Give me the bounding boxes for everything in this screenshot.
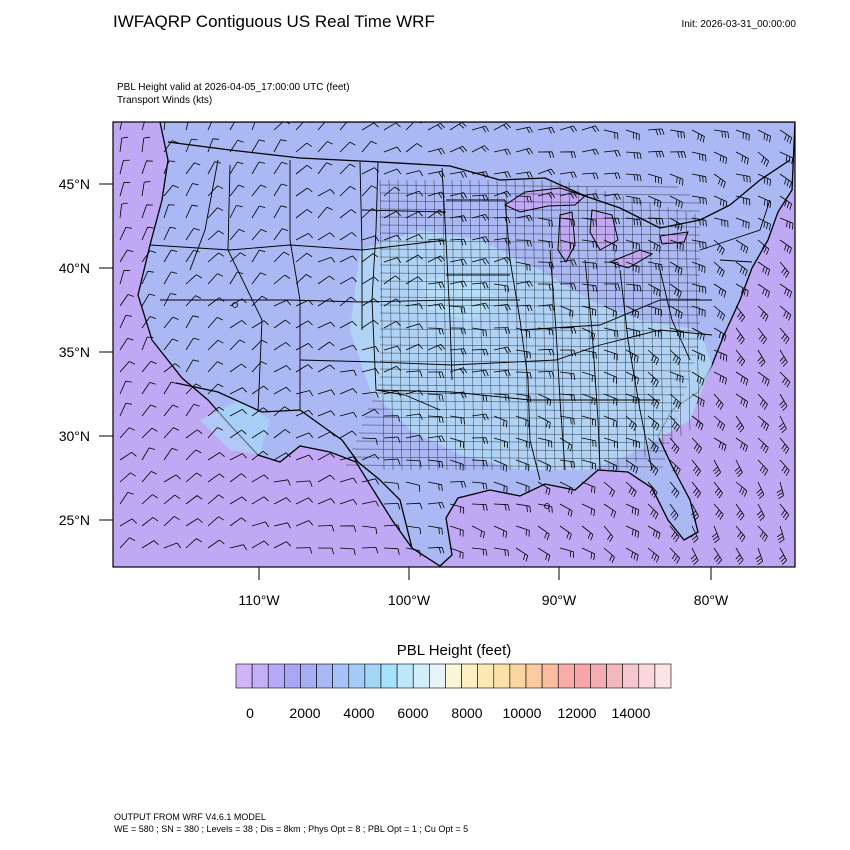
colorbar-tick-label: 12000 — [557, 705, 597, 721]
state-boundaries — [149, 159, 771, 481]
lon-label-90: 90°W — [542, 592, 577, 608]
colorbar-swatch — [396, 663, 414, 689]
colorbar-swatch — [412, 663, 430, 689]
lon-label-110: 110°W — [238, 592, 280, 608]
lat-label-25: 25°N — [59, 512, 90, 528]
colorbar-swatch — [557, 663, 575, 689]
colorbar-swatch — [574, 663, 591, 689]
colorbar-swatch — [606, 663, 623, 689]
calm-wind-marker — [544, 503, 550, 509]
page-title: IWFAQRP Contiguous US Real Time WRF — [113, 12, 435, 31]
longitude-axis: 110°W 100°W 90°W 80°W — [238, 567, 729, 608]
colorbar-swatch — [477, 663, 495, 689]
colorbar-swatch — [525, 663, 543, 689]
calm-wind-marker — [232, 302, 238, 308]
colorbar-title: PBL Height (feet) — [396, 642, 512, 659]
colorbar-swatch — [364, 663, 382, 689]
lake-michigan — [557, 211, 576, 263]
colorbar-swatch — [654, 663, 672, 689]
lake-erie — [608, 249, 654, 269]
colorbar-swatch — [284, 663, 301, 689]
field-label: PBL Height valid at 2026-04-05_17:00:00 … — [117, 82, 350, 93]
wind-barbs — [119, 122, 794, 566]
canada-border — [167, 141, 791, 229]
central-cyan-pocket — [200, 400, 270, 455]
colorbar-swatch — [251, 663, 269, 689]
mexico-border — [175, 382, 413, 549]
colorbar-tick-label: 6000 — [397, 705, 429, 721]
colorbar-swatch — [348, 663, 366, 689]
footer-config-line: WE = 580 ; SN = 380 ; Levels = 38 ; Dis … — [114, 824, 469, 834]
colorbar-tick-label: 2000 — [289, 705, 321, 721]
map-plot-area — [113, 122, 795, 567]
colorbar-swatch — [235, 663, 253, 689]
colorbar-swatch — [541, 663, 559, 689]
colorbar-tick-label: 10000 — [502, 705, 542, 721]
colorbar-swatch — [590, 663, 607, 689]
colorbar-swatch — [509, 663, 527, 689]
lat-label-35: 35°N — [59, 344, 90, 360]
map-frame — [112, 121, 796, 568]
colorbar-swatch — [461, 663, 478, 689]
colorbar-swatch — [622, 663, 640, 689]
winds-label: Transport Winds (kts) — [117, 95, 213, 106]
lat-label-40: 40°N — [59, 260, 90, 276]
colorbar-swatch — [380, 663, 398, 689]
colorbar-tick-label: 4000 — [343, 705, 375, 721]
colorbar-swatch — [332, 663, 350, 689]
lon-label-100: 100°W — [388, 592, 431, 608]
init-time-label: Init: 2026-03-31_00:00:00 — [681, 19, 796, 30]
colorbar-tick-label: 8000 — [451, 705, 483, 721]
colorbar-swatch — [300, 663, 317, 689]
lake-huron — [589, 209, 619, 251]
lat-label-45: 45°N — [59, 176, 90, 192]
colorbar-swatch — [445, 663, 462, 689]
colorbar — [235, 663, 672, 689]
colorbar-swatch — [493, 663, 511, 689]
lon-label-80: 80°W — [694, 592, 729, 608]
footer-model-line: OUTPUT FROM WRF V4.6.1 MODEL — [114, 812, 266, 822]
lat-label-30: 30°N — [59, 428, 90, 444]
colorbar-swatch — [267, 663, 285, 689]
colorbar-swatch — [638, 663, 656, 689]
colorbar-tick-label: 14000 — [611, 705, 651, 721]
colorbar-tick-label: 0 — [246, 705, 254, 721]
colorbar-swatch — [316, 663, 333, 689]
latitude-axis: 45°N 40°N 35°N 30°N 25°N — [59, 176, 113, 528]
colorbar-swatch — [429, 663, 446, 689]
